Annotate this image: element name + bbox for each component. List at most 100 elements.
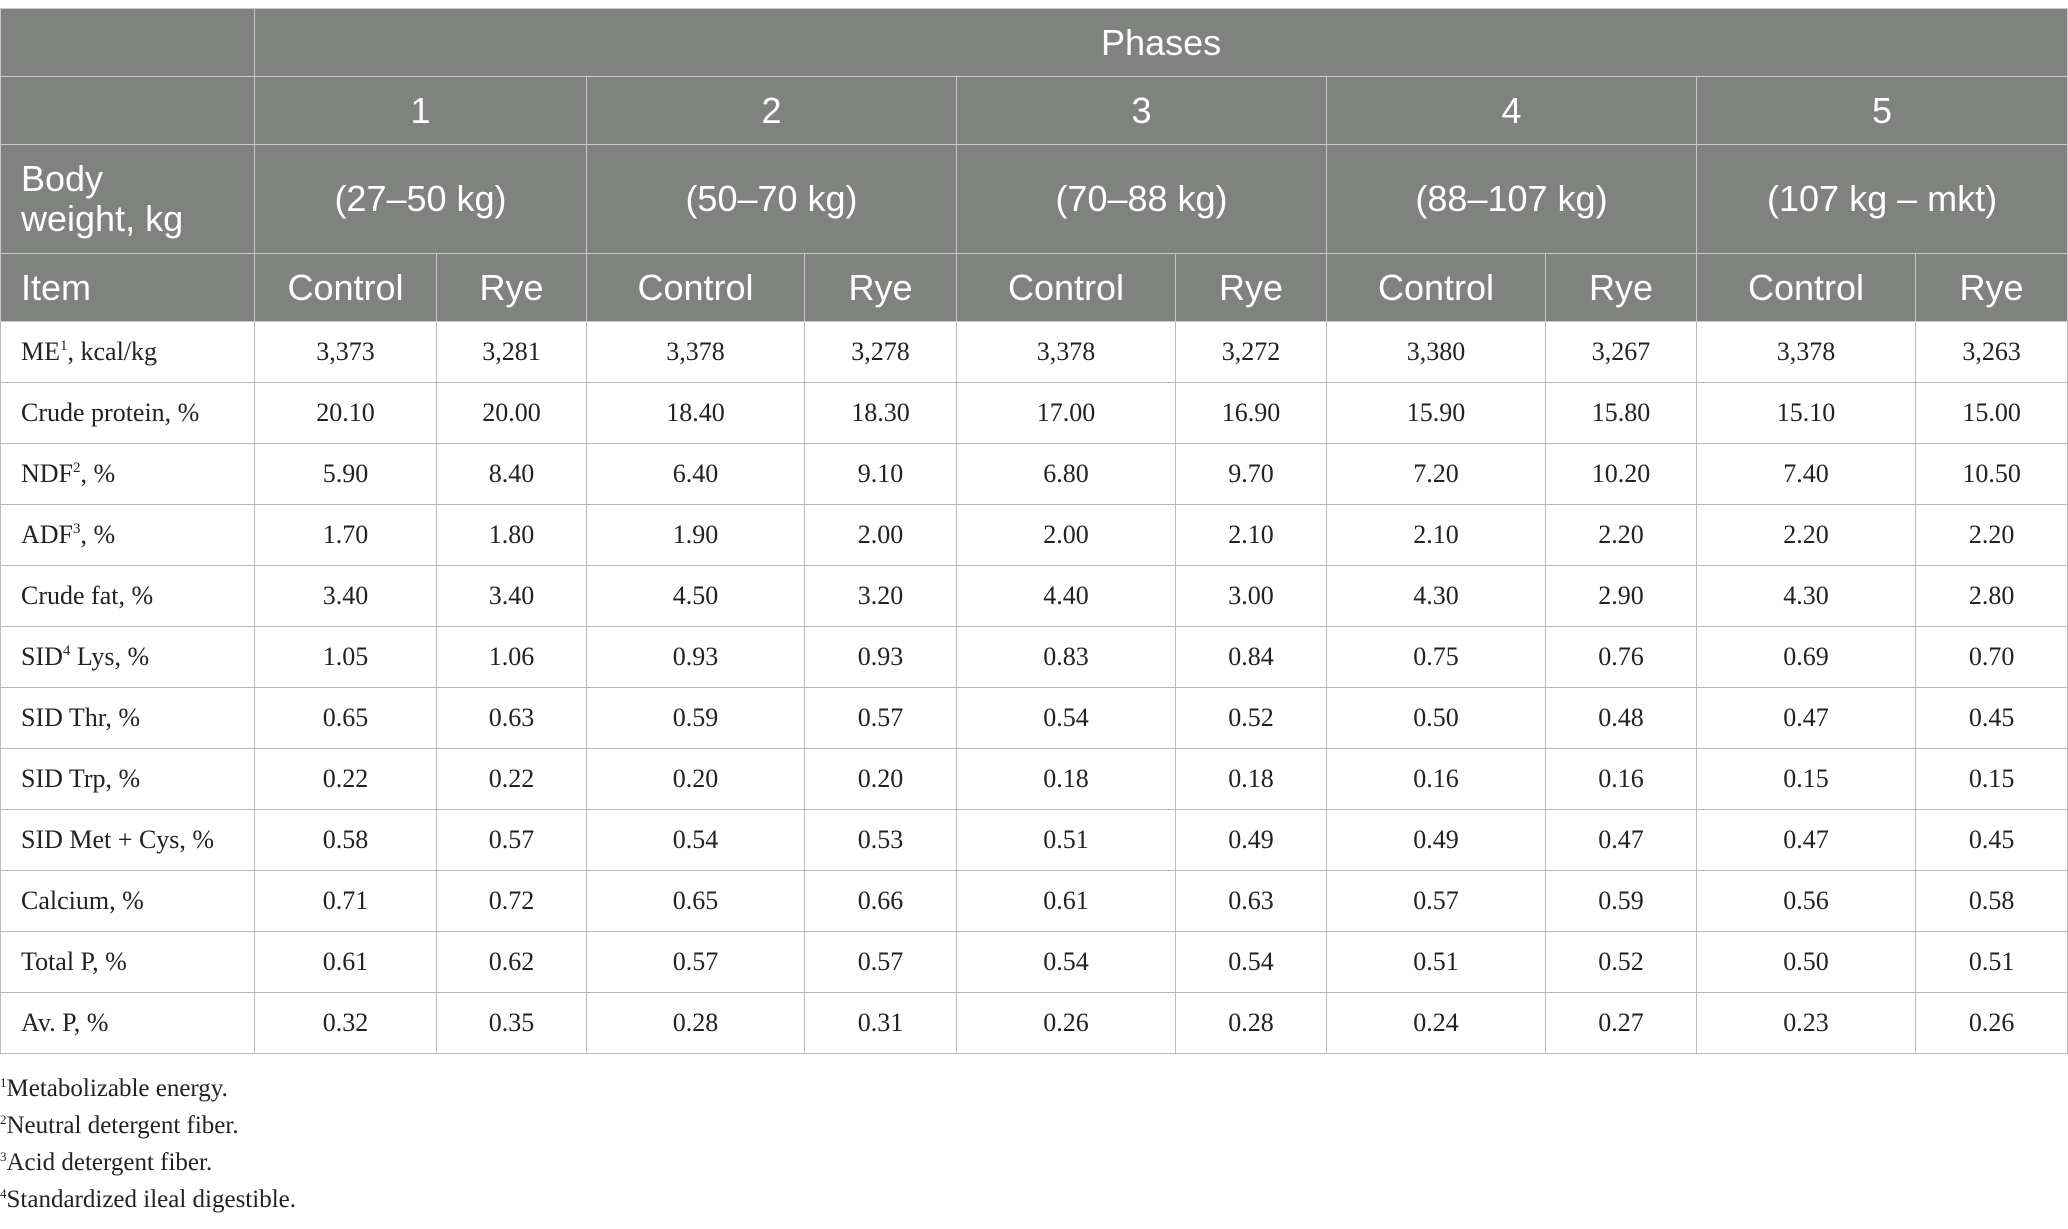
rye-value-cell: 3,267 — [1545, 321, 1697, 383]
control-value-cell: 18.40 — [586, 382, 805, 444]
phase-number: 3 — [956, 76, 1327, 145]
item-column-header: Item — [0, 253, 255, 322]
control-value-cell: 0.57 — [1326, 870, 1546, 932]
control-column-header: Control — [1326, 253, 1546, 322]
rye-value-cell: 0.53 — [804, 809, 957, 871]
rye-value-cell: 0.57 — [804, 931, 957, 993]
rye-value-cell: 2.80 — [1914, 565, 2068, 627]
table-row: Calcium, % 0.71 0.72 0.65 0.66 0.61 0.63 0.57 0.… — [0, 870, 2068, 932]
control-value-cell: 0.26 — [956, 992, 1176, 1054]
footnote: 2Neutral detergent fiber. — [0, 1107, 296, 1144]
rye-column-header: Rye — [436, 253, 587, 322]
rye-value-cell: 0.63 — [436, 687, 587, 749]
control-value-cell: 0.57 — [586, 931, 805, 993]
rye-value-cell: 0.52 — [1545, 931, 1697, 993]
control-value-cell: 0.23 — [1696, 992, 1916, 1054]
footnote-marker: 2 — [73, 460, 81, 476]
rye-value-cell: 15.00 — [1914, 382, 2068, 444]
rye-value-cell: 0.76 — [1545, 626, 1697, 688]
row-label: Av. P, % — [0, 992, 255, 1054]
control-value-cell: 0.32 — [254, 992, 437, 1054]
control-value-cell: 1.05 — [254, 626, 437, 688]
body-weight-label: Body weight, kg — [0, 144, 255, 254]
control-column-header: Control — [956, 253, 1176, 322]
rye-value-cell: 0.66 — [804, 870, 957, 932]
control-value-cell: 0.16 — [1326, 748, 1546, 810]
control-value-cell: 0.93 — [586, 626, 805, 688]
rye-value-cell: 0.18 — [1175, 748, 1327, 810]
control-value-cell: 1.70 — [254, 504, 437, 566]
control-value-cell: 3,378 — [586, 321, 805, 383]
phase-weight: (107 kg – mkt) — [1695, 144, 2068, 254]
phase-weight: (88–107 kg) — [1326, 144, 1697, 254]
rye-value-cell: 0.16 — [1545, 748, 1697, 810]
rye-value-cell: 0.84 — [1175, 626, 1327, 688]
control-value-cell: 20.10 — [254, 382, 437, 444]
footnote-marker: 1 — [60, 338, 68, 354]
footnote-marker: 3 — [0, 1149, 7, 1164]
rye-value-cell: 20.00 — [436, 382, 587, 444]
rye-value-cell: 3,272 — [1175, 321, 1327, 383]
footnote: 1Metabolizable energy. — [0, 1070, 296, 1107]
table-row: SID Trp, % 0.22 0.22 0.20 0.20 0.18 0.18 0.16 0.… — [0, 748, 2068, 810]
control-value-cell: 7.40 — [1696, 443, 1916, 505]
control-value-cell: 0.47 — [1696, 687, 1916, 749]
row-label: Calcium, % — [0, 870, 255, 932]
rye-value-cell: 0.47 — [1545, 809, 1697, 871]
rye-column-header: Rye — [1545, 253, 1697, 322]
rye-column-header: Rye — [804, 253, 957, 322]
row-label: NDF2, % — [0, 443, 255, 505]
rye-value-cell: 2.20 — [1545, 504, 1697, 566]
rye-value-cell: 2.10 — [1175, 504, 1327, 566]
row-label: Crude protein, % — [0, 382, 255, 444]
control-value-cell: 5.90 — [254, 443, 437, 505]
control-value-cell: 0.65 — [586, 870, 805, 932]
rye-value-cell: 3.40 — [436, 565, 587, 627]
control-value-cell: 0.59 — [586, 687, 805, 749]
header-empty-cell — [0, 76, 255, 145]
rye-value-cell: 16.90 — [1175, 382, 1327, 444]
control-column-header: Control — [1696, 253, 1916, 322]
rye-value-cell: 3,263 — [1914, 321, 2068, 383]
footnote-text: Standardized ileal digestible. — [6, 1186, 297, 1213]
rye-value-cell: 1.80 — [436, 504, 587, 566]
control-value-cell: 3.40 — [254, 565, 437, 627]
rye-value-cell: 0.70 — [1914, 626, 2068, 688]
control-value-cell: 0.20 — [586, 748, 805, 810]
control-value-cell: 0.58 — [254, 809, 437, 871]
rye-value-cell: 10.50 — [1914, 443, 2068, 505]
rye-value-cell: 0.62 — [436, 931, 587, 993]
control-value-cell: 2.20 — [1696, 504, 1916, 566]
table-row: ADF3, % 1.70 1.80 1.90 2.00 2.00 2.10 2.10 2.20 2… — [0, 504, 2068, 566]
control-value-cell: 15.90 — [1326, 382, 1546, 444]
footnote-text: Neutral detergent fiber. — [6, 1112, 239, 1139]
rye-value-cell: 0.63 — [1175, 870, 1327, 932]
rye-value-cell: 0.59 — [1545, 870, 1697, 932]
rye-value-cell: 0.51 — [1914, 931, 2068, 993]
rye-value-cell: 0.26 — [1914, 992, 2068, 1054]
phase-weight: (70–88 kg) — [956, 144, 1327, 254]
table-row: ME1, kcal/kg 3,373 3,281 3,378 3,278 3,378 3,2… — [0, 321, 2068, 383]
control-value-cell: 0.47 — [1696, 809, 1916, 871]
control-value-cell: 0.50 — [1326, 687, 1546, 749]
rye-value-cell: 0.57 — [436, 809, 587, 871]
rye-value-cell: 9.70 — [1175, 443, 1327, 505]
rye-value-cell: 3,281 — [436, 321, 587, 383]
footnote: 4Standardized ileal digestible. — [0, 1181, 296, 1218]
footnote-marker: 2 — [0, 1112, 7, 1127]
control-value-cell: 0.83 — [956, 626, 1176, 688]
rye-value-cell: 3,278 — [804, 321, 957, 383]
table-row: NDF2, % 5.90 8.40 6.40 9.10 6.80 9.70 7.20 10.20… — [0, 443, 2068, 505]
footnote: 3Acid detergent fiber. — [0, 1144, 296, 1181]
rye-value-cell: 10.20 — [1545, 443, 1697, 505]
phase-weight: (27–50 kg) — [254, 144, 587, 254]
table-row: Crude fat, % 3.40 3.40 4.50 3.20 4.40 3.00 4.30… — [0, 565, 2068, 627]
phase-number: 4 — [1326, 76, 1697, 145]
rye-value-cell: 0.15 — [1914, 748, 2068, 810]
control-value-cell: 15.10 — [1696, 382, 1916, 444]
rye-value-cell: 0.72 — [436, 870, 587, 932]
table-row: Total P, % 0.61 0.62 0.57 0.57 0.54 0.54 0.51 0.… — [0, 931, 2068, 993]
control-value-cell: 3,380 — [1326, 321, 1546, 383]
rye-value-cell: 2.00 — [804, 504, 957, 566]
control-value-cell: 0.22 — [254, 748, 437, 810]
